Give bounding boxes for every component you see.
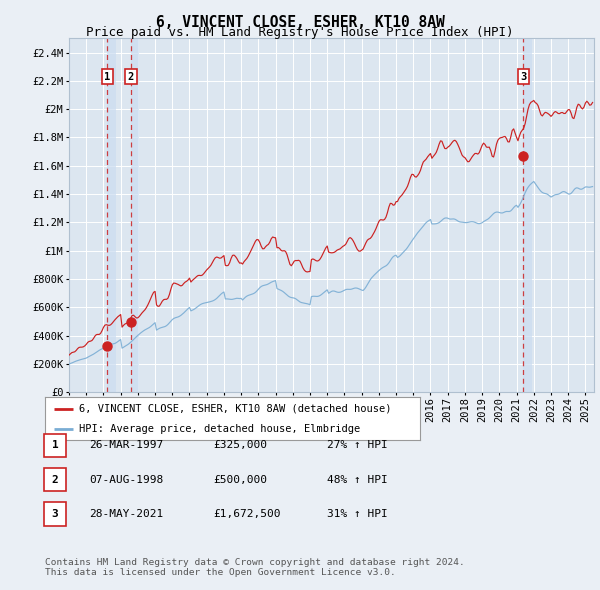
Text: 6, VINCENT CLOSE, ESHER, KT10 8AW: 6, VINCENT CLOSE, ESHER, KT10 8AW [155,15,445,30]
Text: 26-MAR-1997: 26-MAR-1997 [89,441,163,450]
Text: 3: 3 [520,71,527,81]
Text: Contains HM Land Registry data © Crown copyright and database right 2024.
This d: Contains HM Land Registry data © Crown c… [45,558,465,577]
Text: 2: 2 [52,475,58,484]
Text: 1: 1 [52,441,58,450]
Text: 31% ↑ HPI: 31% ↑ HPI [327,509,388,519]
Text: 3: 3 [52,509,58,519]
Text: 6, VINCENT CLOSE, ESHER, KT10 8AW (detached house): 6, VINCENT CLOSE, ESHER, KT10 8AW (detac… [79,404,391,414]
Text: 07-AUG-1998: 07-AUG-1998 [89,475,163,484]
Text: HPI: Average price, detached house, Elmbridge: HPI: Average price, detached house, Elmb… [79,424,360,434]
Text: 28-MAY-2021: 28-MAY-2021 [89,509,163,519]
Text: 2: 2 [128,71,134,81]
Text: £500,000: £500,000 [213,475,267,484]
Text: £325,000: £325,000 [213,441,267,450]
Bar [131,38,139,392]
Bar [523,38,532,392]
Text: 48% ↑ HPI: 48% ↑ HPI [327,475,388,484]
Text: Price paid vs. HM Land Registry's House Price Index (HPI): Price paid vs. HM Land Registry's House … [86,26,514,39]
Text: £1,672,500: £1,672,500 [213,509,281,519]
Text: 27% ↑ HPI: 27% ↑ HPI [327,441,388,450]
Bar [107,38,116,392]
Text: 1: 1 [104,71,110,81]
